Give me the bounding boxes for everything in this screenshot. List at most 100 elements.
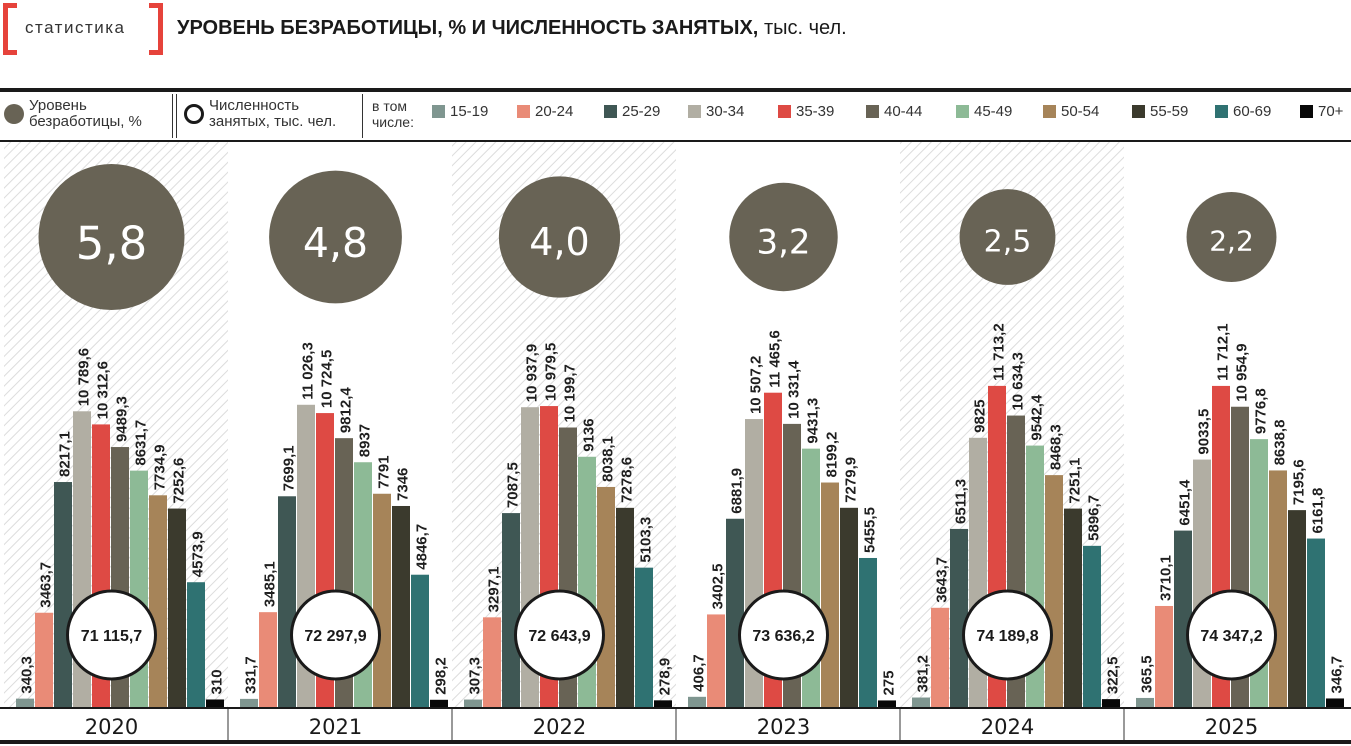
legend-item-70+: 70+ (1300, 103, 1343, 120)
bar-55-59 (392, 505, 410, 708)
bar-value-label: 7279,9 (843, 457, 860, 503)
bar-70+ (1102, 699, 1120, 708)
bar-50-54 (1045, 475, 1063, 708)
bar-value-label: 9136 (581, 418, 598, 451)
bar-value-label: 322,5 (1105, 657, 1122, 695)
employed-total-label: 72 643,9 (528, 628, 590, 645)
bar-value-label: 6511,3 (953, 479, 970, 524)
outline-circle-icon (184, 104, 204, 124)
legend-label: 25-29 (622, 103, 661, 120)
bar-value-label: 10 724,5 (319, 350, 336, 408)
legend-swatch (866, 105, 879, 118)
bar-25-29 (278, 496, 296, 708)
bar-value-label: 3297,1 (486, 566, 503, 612)
bar-value-label: 3463,7 (38, 562, 55, 608)
bar-50-54 (373, 493, 391, 708)
brand-label: статистика (25, 18, 126, 37)
unemployment-rate-label: 2,5 (984, 224, 1032, 259)
bar-55-59 (840, 507, 858, 708)
legend: Уровень безработицы, % Численность занят… (0, 92, 1351, 140)
legend-divider (362, 94, 363, 138)
bar-value-label: 9825 (972, 399, 989, 432)
bar-value-label: 8638,8 (1272, 420, 1289, 466)
bar-value-label: 8199,2 (824, 432, 841, 478)
bar-25-29 (950, 528, 968, 708)
bar-value-label: 3643,7 (934, 557, 951, 603)
bar-15-19 (16, 698, 34, 708)
unemployment-circle (498, 176, 621, 298)
bar-value-label: 346,7 (1329, 656, 1346, 694)
legend-swatch (956, 105, 969, 118)
bar-value-label: 9489,3 (114, 396, 131, 442)
bar-50-54 (597, 486, 615, 708)
bar-value-label: 406,7 (691, 654, 708, 692)
bottom-rule (0, 740, 1351, 744)
bar-20-24 (35, 612, 53, 708)
legend-including-line2: числе: (372, 114, 414, 130)
unemployment-rate-label: 4,0 (529, 220, 589, 264)
bar-value-label: 10 937,9 (524, 344, 541, 402)
bar-value-label: 10 954,9 (1234, 343, 1251, 401)
bar-25-29 (54, 482, 72, 708)
unemployment-rate-label: 5,8 (76, 217, 148, 270)
bar-value-label: 11 712,1 (1215, 323, 1232, 381)
bar-value-label: 9431,3 (805, 398, 822, 444)
bar-value-label: 10 331,4 (786, 360, 803, 419)
year-label: 2020 (85, 715, 138, 739)
legend-label: 30-34 (706, 103, 745, 120)
chart-title: УРОВЕНЬ БЕЗРАБОТИЦЫ, % И ЧИСЛЕННОСТЬ ЗАН… (177, 17, 847, 40)
legend-item-40-44: 40-44 (866, 103, 922, 120)
bar-value-label: 10 789,6 (76, 348, 93, 406)
bar-value-label: 331,7 (243, 656, 260, 694)
employed-total-label: 74 189,8 (976, 628, 1038, 645)
bar-value-label: 7251,1 (1067, 458, 1084, 504)
unemployment-circle (729, 182, 838, 292)
bar-value-label: 6881,9 (729, 468, 746, 514)
legend-item-15-19: 15-19 (432, 103, 488, 120)
bar-value-label: 10 979,5 (543, 343, 560, 401)
bar-value-label: 7734,9 (152, 444, 169, 490)
bar-value-label: 5455,5 (862, 507, 879, 553)
legend-swatch (517, 105, 530, 118)
legend-swatch (778, 105, 791, 118)
bar-15-19 (240, 698, 258, 708)
unemployment-circle (38, 164, 185, 310)
bar-value-label: 5103,3 (638, 517, 655, 563)
legend-swatch (1300, 105, 1313, 118)
employed-circle (1186, 589, 1277, 681)
legend-item-55-59: 55-59 (1132, 103, 1188, 120)
unemployment-circle (269, 170, 402, 304)
bar-15-19 (912, 697, 930, 708)
legend-swatch (1215, 105, 1228, 118)
bar-70+ (430, 699, 448, 708)
employed-circle (514, 589, 605, 681)
legend-swatch (1132, 105, 1145, 118)
bar-25-29 (726, 518, 744, 708)
bar-60-69 (1307, 538, 1325, 708)
legend-swatch (604, 105, 617, 118)
legend-item-60-69: 60-69 (1215, 103, 1271, 120)
bar-50-54 (149, 495, 167, 708)
bar-value-label: 340,3 (19, 656, 36, 694)
legend-divider (176, 94, 177, 138)
bar-value-label: 10 634,3 (1010, 352, 1027, 410)
bar-value-label: 3402,5 (710, 564, 727, 610)
bar-value-label: 4846,7 (414, 524, 431, 570)
employed-circle (738, 589, 829, 681)
bar-value-label: 7087,5 (505, 462, 522, 508)
bar-55-59 (168, 508, 186, 708)
legend-label: 45-49 (974, 103, 1013, 120)
bar-value-label: 7346 (395, 468, 412, 501)
legend-label: 50-54 (1061, 103, 1100, 120)
legend-label: 60-69 (1233, 103, 1272, 120)
bar-25-29 (1174, 530, 1192, 708)
bar-25-29 (502, 513, 520, 708)
bar-55-59 (1064, 508, 1082, 708)
bar-value-label: 7791 (376, 455, 393, 488)
bar-15-19 (1136, 697, 1154, 708)
employed-circle (290, 589, 381, 681)
legend-employed: Численность занятых, тыс. чел. (184, 98, 336, 130)
bar-value-label: 8038,1 (600, 436, 617, 482)
bar-value-label: 3485,1 (262, 561, 279, 607)
bar-70+ (1326, 698, 1344, 708)
